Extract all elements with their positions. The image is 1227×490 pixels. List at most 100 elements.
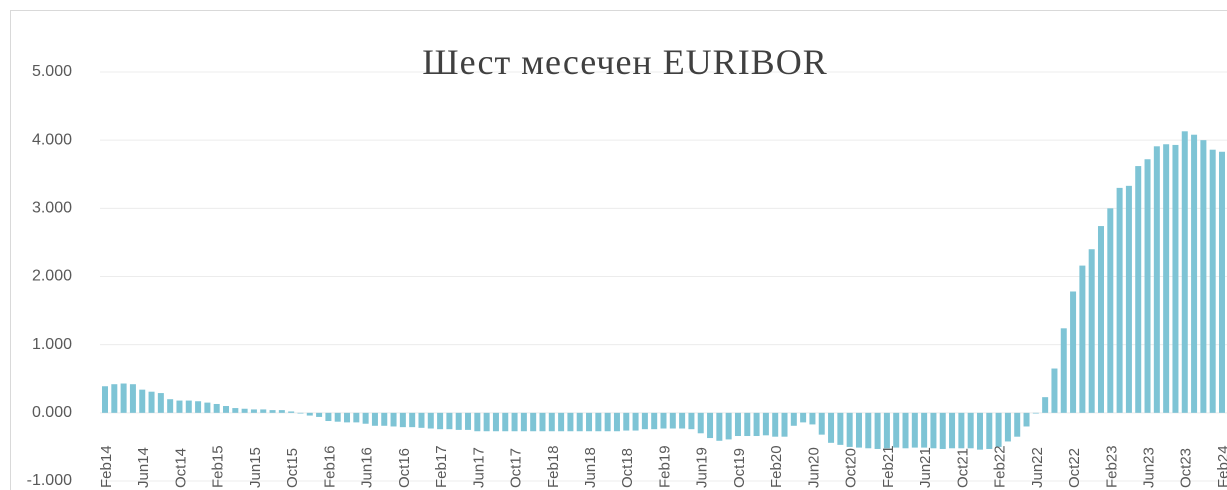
bar [753, 412, 760, 437]
x-tick-label: Jun23 [1141, 447, 1158, 488]
bar [697, 412, 704, 434]
bar [1004, 412, 1011, 442]
bar [1014, 412, 1021, 437]
x-tick-label: Feb20 [768, 445, 785, 488]
bar [558, 412, 565, 432]
bar [809, 412, 816, 425]
y-tick-label: 2.000 [32, 268, 72, 285]
bar [195, 401, 202, 413]
bar [530, 412, 537, 432]
bar [381, 412, 388, 426]
bar [930, 412, 937, 449]
bar [176, 400, 183, 413]
bar [660, 412, 667, 429]
x-tick-label: Feb19 [656, 445, 673, 488]
bar [679, 412, 686, 429]
bar [288, 411, 295, 413]
bar [269, 410, 276, 413]
bar [716, 412, 723, 441]
bar [213, 403, 220, 413]
bar [232, 408, 239, 413]
x-tick-label: Feb14 [98, 445, 115, 488]
bar [1172, 144, 1179, 413]
bar [995, 412, 1002, 447]
bar [539, 412, 546, 432]
bar [707, 412, 714, 439]
bar [1107, 208, 1114, 413]
bar [437, 412, 444, 430]
bar [846, 412, 853, 447]
bar [818, 412, 825, 435]
bar [1042, 397, 1049, 413]
bar [185, 400, 192, 413]
bar [688, 412, 695, 430]
x-tick-label: Jun15 [247, 447, 264, 488]
bar [1116, 187, 1123, 413]
x-tick-label: Oct23 [1178, 448, 1195, 488]
bar [967, 412, 974, 449]
x-tick-label: Oct18 [619, 448, 636, 488]
bar [958, 412, 965, 449]
bar [157, 393, 164, 413]
bar [883, 412, 890, 449]
bar [223, 406, 230, 413]
bar [306, 412, 313, 416]
bar [1191, 134, 1198, 413]
x-tick-label: Oct17 [508, 448, 525, 488]
bar [641, 412, 648, 430]
bar [1097, 226, 1104, 413]
x-tick-label: Oct14 [172, 448, 189, 488]
bar [511, 412, 518, 432]
bar [1125, 185, 1132, 413]
bar [418, 412, 425, 428]
bar [250, 409, 257, 413]
bar [1181, 131, 1188, 413]
bar [1209, 149, 1216, 413]
bar [790, 412, 797, 426]
x-tick-label: Oct19 [731, 448, 748, 488]
x-tick-label: Jun14 [135, 447, 152, 488]
bar [595, 412, 602, 432]
bar [111, 384, 118, 413]
bar [623, 412, 630, 431]
bar [334, 412, 341, 422]
bar [148, 391, 155, 413]
x-tick-label: Oct21 [954, 448, 971, 488]
bar [893, 412, 900, 448]
bar [1051, 368, 1058, 413]
chart-border [10, 10, 1227, 490]
bar [371, 412, 378, 426]
bar [725, 412, 732, 440]
bar [837, 412, 844, 445]
bar [120, 383, 127, 413]
bar [567, 412, 574, 432]
bar [613, 412, 620, 432]
bar [455, 412, 462, 430]
bar [986, 412, 993, 449]
bar [651, 412, 658, 430]
bar [325, 412, 332, 422]
bar [474, 412, 481, 432]
bar [548, 412, 555, 432]
bar [204, 402, 211, 413]
bar [1088, 249, 1095, 413]
x-tick-label: Feb23 [1103, 445, 1120, 488]
bar [139, 389, 146, 413]
bar [632, 412, 639, 431]
x-tick-label: Oct15 [284, 448, 301, 488]
bar [734, 412, 741, 437]
y-tick-label: -1.000 [27, 472, 72, 489]
x-tick-label: Feb22 [992, 445, 1009, 488]
bar [855, 412, 862, 448]
bar [921, 412, 928, 448]
bar [353, 412, 360, 423]
x-tick-label: Feb16 [321, 445, 338, 488]
bar [976, 412, 983, 450]
bar [781, 412, 788, 437]
bar [1135, 166, 1142, 413]
bar [828, 412, 835, 443]
x-tick-label: Jun16 [359, 447, 376, 488]
bar [1200, 140, 1207, 413]
bar [669, 412, 676, 429]
